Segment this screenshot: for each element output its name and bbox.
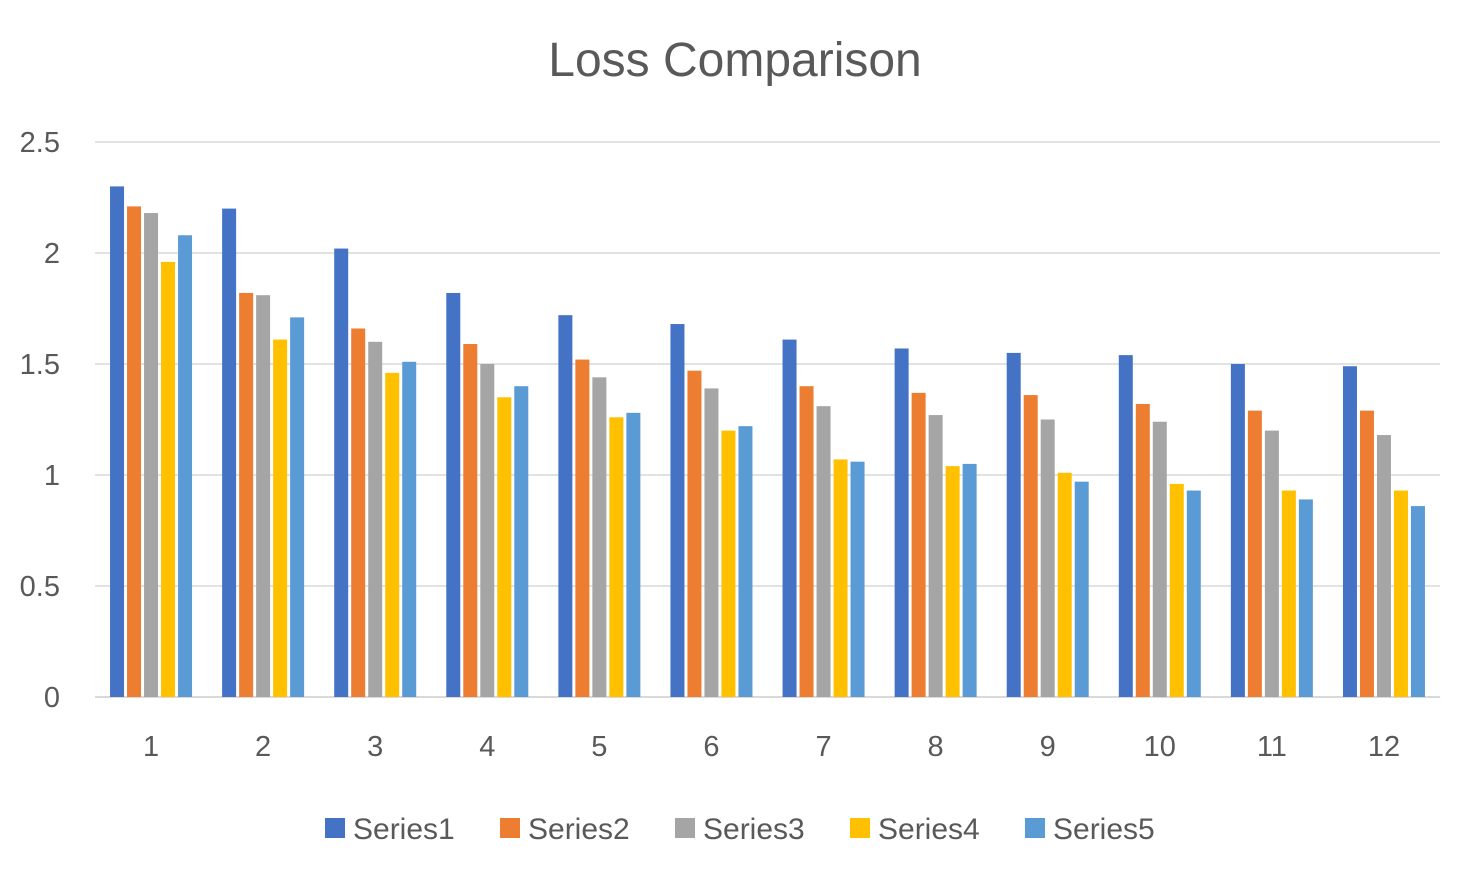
bar-series4-10	[1169, 483, 1184, 697]
y-tick-label: 2.5	[20, 127, 60, 159]
bar-series4-2	[273, 339, 288, 697]
bar-series3-2	[256, 295, 271, 697]
legend-swatch-series3	[675, 818, 695, 838]
bar-series4-5	[609, 417, 624, 697]
legend-label-series3: Series3	[703, 813, 805, 846]
y-tick-label: 1	[44, 460, 60, 492]
bar-series5-3	[402, 361, 417, 697]
legend-swatch-series5	[1025, 818, 1045, 838]
x-tick-label: 4	[479, 731, 495, 763]
legend-swatch-series2	[500, 818, 520, 838]
bar-series5-9	[1074, 481, 1089, 697]
legend-label-series1: Series1	[353, 813, 455, 846]
y-tick-label: 2	[44, 238, 60, 270]
bar-series5-2	[290, 317, 305, 697]
x-tick-label: 1	[143, 731, 159, 763]
x-tick-label: 10	[1144, 731, 1176, 763]
bar-series5-10	[1186, 490, 1201, 697]
bars	[110, 186, 1425, 698]
bar-series2-9	[1023, 395, 1038, 697]
bar-series3-10	[1152, 421, 1167, 697]
legend-label-series5: Series5	[1053, 813, 1155, 846]
bar-series2-8	[911, 392, 926, 697]
legend-label-series2: Series2	[528, 813, 630, 846]
bar-series5-11	[1298, 499, 1313, 697]
bar-series3-6	[704, 388, 719, 697]
bar-series3-3	[368, 341, 383, 697]
bar-series3-5	[592, 377, 607, 697]
bar-series5-5	[626, 412, 641, 697]
x-tick-label: 6	[703, 731, 719, 763]
bar-series3-4	[480, 364, 495, 697]
bar-series3-11	[1264, 430, 1279, 697]
bar-series5-4	[514, 386, 529, 697]
bar-series1-12	[1342, 366, 1357, 697]
y-tick-label: 0.5	[20, 571, 60, 603]
bar-series1-8	[894, 348, 909, 697]
legend-label-series4: Series4	[878, 813, 980, 846]
bar-series4-12	[1393, 490, 1408, 697]
x-tick-label: 2	[255, 731, 271, 763]
bar-series2-6	[687, 370, 702, 697]
bar-series2-2	[239, 292, 254, 697]
bar-series2-3	[351, 328, 366, 697]
bar-series4-7	[833, 459, 848, 697]
bar-series4-8	[945, 466, 960, 697]
bar-series2-7	[799, 386, 814, 697]
legend-swatch-series1	[325, 818, 345, 838]
bar-series4-4	[497, 397, 512, 697]
bar-series2-4	[463, 344, 478, 697]
bar-series1-11	[1230, 364, 1245, 697]
bar-series1-3	[334, 248, 349, 697]
bar-series2-11	[1247, 410, 1262, 697]
bar-series1-2	[222, 208, 237, 697]
x-tick-label: 9	[1040, 731, 1056, 763]
chart-title: Loss Comparison	[548, 34, 922, 87]
x-axis-tick-labels: 1 2 3 4 5 6 7 8 9 10 11 12	[143, 731, 1400, 763]
bar-series1-9	[1006, 352, 1021, 697]
bar-series3-1	[144, 213, 159, 698]
bar-series2-10	[1135, 403, 1150, 697]
bar-series1-6	[670, 324, 685, 697]
bar-series2-1	[127, 206, 142, 697]
x-tick-label: 5	[591, 731, 607, 763]
bar-series5-6	[738, 426, 753, 697]
x-tick-label: 8	[928, 731, 944, 763]
bar-series1-4	[446, 292, 461, 697]
bar-series1-1	[110, 186, 125, 697]
bar-series5-12	[1410, 506, 1425, 697]
bar-series1-10	[1118, 355, 1133, 697]
bar-series2-12	[1359, 410, 1374, 697]
legend-swatch-series4	[850, 818, 870, 838]
bar-series4-11	[1281, 490, 1296, 697]
bar-series4-6	[721, 430, 736, 697]
x-tick-label: 3	[367, 731, 383, 763]
bar-series1-5	[558, 315, 573, 697]
x-tick-label: 11	[1257, 731, 1287, 763]
bar-series3-9	[1040, 419, 1055, 697]
bar-series3-12	[1376, 435, 1391, 697]
x-tick-label: 7	[815, 731, 831, 763]
y-tick-label: 0	[44, 682, 60, 714]
bar-series3-7	[816, 406, 831, 697]
y-tick-label: 1.5	[20, 349, 60, 381]
bar-series5-8	[962, 463, 977, 697]
bar-series4-3	[385, 372, 400, 697]
bar-series4-1	[161, 261, 176, 697]
legend: Series1 Series2 Series3 Series4 Series5	[325, 813, 1155, 846]
x-tick-label: 12	[1368, 731, 1400, 763]
gridlines	[95, 141, 1440, 698]
bar-series4-9	[1057, 472, 1072, 697]
bar-series2-5	[575, 359, 590, 697]
bar-series1-7	[782, 339, 797, 697]
bar-series5-1	[178, 235, 193, 698]
y-axis-tick-labels: 0 0.5 1 1.5 2 2.5	[20, 127, 60, 714]
bar-series5-7	[850, 461, 865, 697]
bar-series3-8	[928, 415, 943, 697]
